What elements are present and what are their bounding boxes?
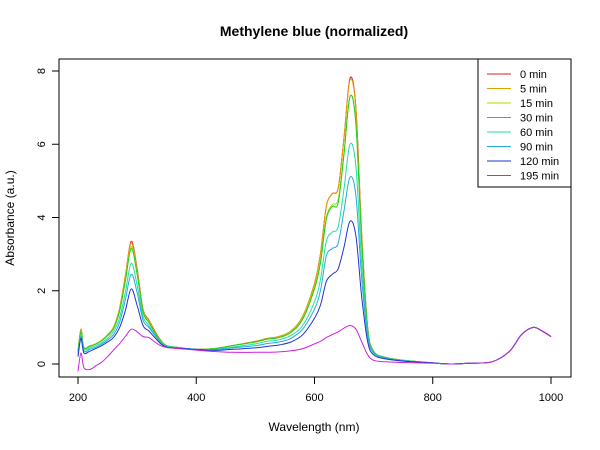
x-axis: 200 400 600 800 1000 [69,376,563,404]
legend-label: 0 min [520,69,547,81]
legend-label: 60 min [520,127,553,139]
chart-title: Methylene blue (normalized) [220,23,408,39]
legend-label: 15 min [520,98,553,110]
legend-label: 195 min [520,171,559,183]
legend-label: 90 min [520,142,553,154]
y-tick-label: 4 [36,214,48,220]
y-tick-label: 8 [36,68,48,74]
series-line-90-min [77,176,552,365]
x-tick-label: 600 [305,392,323,404]
series-line-195-min [77,325,552,372]
x-tick-label: 1000 [539,392,563,404]
y-axis: 0 2 4 6 8 [36,68,60,367]
series-line-120-min [77,220,552,365]
x-axis-label: Wavelength (nm) [269,420,360,434]
legend-label: 5 min [520,84,547,96]
y-tick-label: 2 [36,288,48,294]
legend-label: 30 min [520,113,553,125]
x-tick-label: 400 [187,392,205,404]
y-tick-label: 0 [36,361,48,367]
legend: 0 min 5 min 15 min 30 min 60 min 90 min 120 mi… [477,58,572,188]
x-tick-label: 800 [424,392,442,404]
y-tick-label: 6 [36,141,48,147]
y-axis-label: Absorbance (a.u.) [3,170,17,265]
x-tick-label: 200 [69,392,87,404]
series-group [77,76,552,372]
legend-box [477,58,572,188]
legend-label: 120 min [520,156,559,168]
